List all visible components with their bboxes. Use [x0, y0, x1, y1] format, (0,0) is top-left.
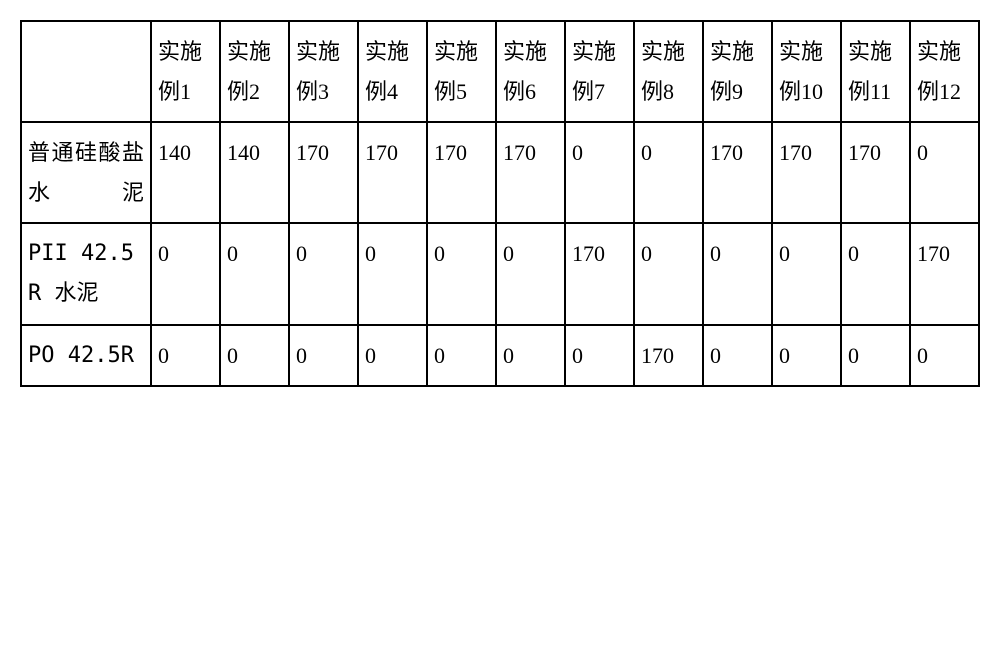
table-row: PO 42.5R 0 0 0 0 0 0 0 170 0 0 0 0	[21, 325, 979, 387]
cell: 170	[634, 325, 703, 387]
cell: 0	[289, 223, 358, 324]
col-header: 实施例11	[841, 21, 910, 122]
table-row: 普通硅酸盐水泥 140 140 170 170 170 170 0 0 170 …	[21, 122, 979, 223]
cell: 0	[910, 122, 979, 223]
header-row: 实施例1 实施例2 实施例3 实施例4 实施例5 实施例6 实施例7 实施例8 …	[21, 21, 979, 122]
table-row: PII 42.5R 水泥 0 0 0 0 0 0 170 0 0 0 0 170	[21, 223, 979, 324]
col-header: 实施例7	[565, 21, 634, 122]
col-header: 实施例3	[289, 21, 358, 122]
cell: 0	[565, 325, 634, 387]
cell: 0	[634, 122, 703, 223]
row-label: PO 42.5R	[21, 325, 151, 387]
cell: 140	[220, 122, 289, 223]
data-table: 实施例1 实施例2 实施例3 实施例4 实施例5 实施例6 实施例7 实施例8 …	[20, 20, 980, 387]
cell: 0	[841, 325, 910, 387]
cell: 170	[910, 223, 979, 324]
col-header: 实施例4	[358, 21, 427, 122]
cell: 170	[772, 122, 841, 223]
cell: 170	[289, 122, 358, 223]
cell: 0	[358, 325, 427, 387]
cell: 0	[565, 122, 634, 223]
cell: 140	[151, 122, 220, 223]
cell: 170	[358, 122, 427, 223]
cell: 170	[496, 122, 565, 223]
cell: 0	[910, 325, 979, 387]
cell: 0	[703, 325, 772, 387]
cell: 0	[703, 223, 772, 324]
cell: 170	[841, 122, 910, 223]
cell: 170	[565, 223, 634, 324]
cell: 0	[289, 325, 358, 387]
col-header: 实施例8	[634, 21, 703, 122]
cell: 0	[427, 325, 496, 387]
col-header: 实施例6	[496, 21, 565, 122]
col-header: 实施例1	[151, 21, 220, 122]
cell: 0	[634, 223, 703, 324]
cell: 170	[703, 122, 772, 223]
row-label: PII 42.5R 水泥	[21, 223, 151, 324]
col-header: 实施例5	[427, 21, 496, 122]
cell: 0	[772, 223, 841, 324]
cell: 0	[496, 223, 565, 324]
cell: 0	[151, 223, 220, 324]
col-header: 实施例10	[772, 21, 841, 122]
cell: 0	[496, 325, 565, 387]
cell: 0	[772, 325, 841, 387]
header-empty	[21, 21, 151, 122]
cell: 0	[427, 223, 496, 324]
col-header: 实施例2	[220, 21, 289, 122]
cell: 0	[358, 223, 427, 324]
col-header: 实施例9	[703, 21, 772, 122]
cell: 0	[841, 223, 910, 324]
cell: 0	[220, 223, 289, 324]
row-label: 普通硅酸盐水泥	[21, 122, 151, 223]
col-header: 实施例12	[910, 21, 979, 122]
cell: 0	[220, 325, 289, 387]
cell: 0	[151, 325, 220, 387]
cell: 170	[427, 122, 496, 223]
